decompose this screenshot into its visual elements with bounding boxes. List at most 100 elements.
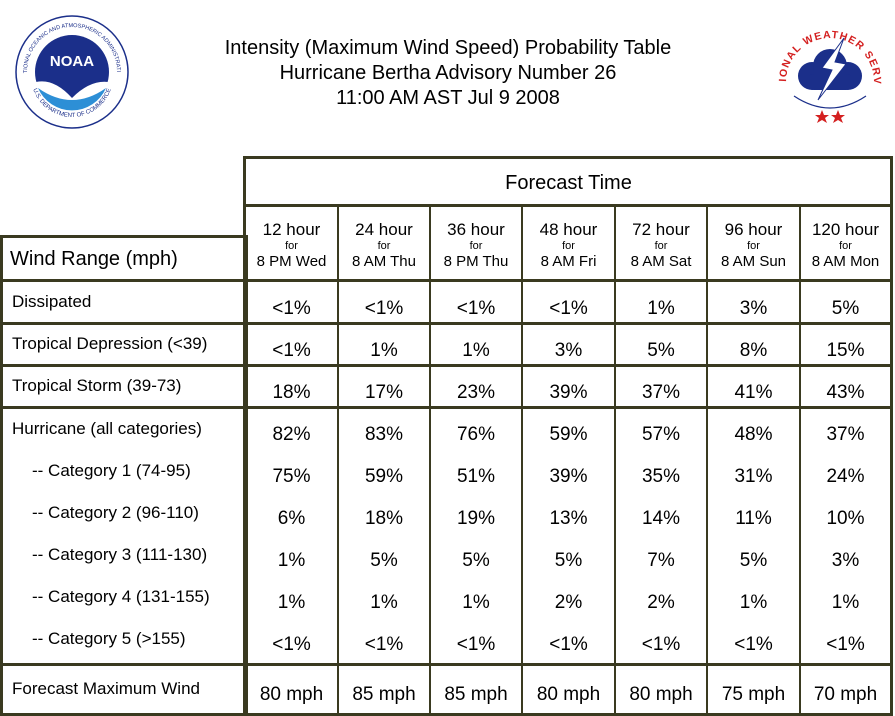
table-cell: 18% xyxy=(272,382,311,403)
table-cell: <1% xyxy=(364,298,404,319)
column-for: for xyxy=(562,240,575,252)
table-cell: 15% xyxy=(826,340,865,361)
column-divider xyxy=(614,206,616,280)
data-column-divider xyxy=(706,280,708,716)
table-cell: 5% xyxy=(462,550,490,571)
table-cell: 51% xyxy=(456,466,496,487)
row-label: -- Category 3 (111-130) xyxy=(32,545,208,564)
data-column-divider xyxy=(799,280,801,716)
column-hour: 24 hour xyxy=(355,220,413,239)
column-time: 8 PM Wed xyxy=(256,253,327,270)
table-cell: 5% xyxy=(554,550,583,571)
table-cell: 59% xyxy=(549,424,588,445)
table-cell: <1% xyxy=(549,634,588,655)
column-divider xyxy=(521,206,523,280)
row-label: -- Category 1 (74-95) xyxy=(32,461,191,480)
table-cell: 82% xyxy=(272,424,311,445)
column-hour: 120 hour xyxy=(811,220,880,239)
forecast-time-box xyxy=(243,156,893,716)
table-cell: 3% xyxy=(739,298,768,319)
table-cell: 1% xyxy=(831,592,860,613)
table-cell: <1% xyxy=(456,634,496,655)
table-cell: 2% xyxy=(647,592,675,613)
noaa-logo-text: NOAA xyxy=(50,53,94,70)
row-label: Hurricane (all categories) xyxy=(12,419,202,438)
table-cell: 13% xyxy=(549,508,588,529)
star-icons xyxy=(815,110,845,123)
wind-range-label: Wind Range (mph) xyxy=(10,248,178,270)
table-cell: 18% xyxy=(364,508,404,529)
data-column-divider xyxy=(521,280,523,716)
column-for: for xyxy=(839,240,852,252)
row-label: Tropical Storm (39-73) xyxy=(12,376,182,395)
table-cell: 17% xyxy=(364,382,404,403)
title-line-3: 11:00 AM AST Jul 9 2008 xyxy=(336,87,560,109)
table-cell: <1% xyxy=(272,340,311,361)
table-cell: 1% xyxy=(462,592,490,613)
table-cell: 85 mph xyxy=(352,684,416,705)
column-header: 48 hour for 8 AM Fri xyxy=(522,220,615,270)
column-for: for xyxy=(377,240,391,252)
column-hour: 36 hour xyxy=(447,220,505,239)
data-column-divider xyxy=(614,280,616,716)
table-cell: 14% xyxy=(641,508,681,529)
column-divider xyxy=(799,206,801,280)
table-cell: 5% xyxy=(831,298,860,319)
group-divider-1 xyxy=(0,322,893,325)
table-cell: 3% xyxy=(831,550,860,571)
data-column-divider xyxy=(429,280,431,716)
nws-logo: NATIONAL WEATHER SERVICE xyxy=(772,10,888,130)
forecast-time-title: Forecast Time xyxy=(505,172,632,194)
column-hour: 72 hour xyxy=(632,220,690,239)
column-hour: 12 hour xyxy=(262,220,321,239)
table-cell: 5% xyxy=(739,550,768,571)
table-cell: 1% xyxy=(370,592,398,613)
row-label: Forecast Maximum Wind xyxy=(12,679,200,698)
table-cell: 19% xyxy=(456,508,496,529)
column-time: 8 AM Sun xyxy=(720,253,787,270)
row-label: Tropical Depression (<39) xyxy=(12,334,208,353)
column-header: 72 hour for 8 AM Sat xyxy=(615,220,707,270)
table-cell: 48% xyxy=(734,424,773,445)
table-cell: 70 mph xyxy=(813,684,878,705)
column-header: 96 hour for 8 AM Sun xyxy=(707,220,800,270)
table-cell: 1% xyxy=(370,340,398,361)
page-title: Intensity (Maximum Wind Speed) Probabili… xyxy=(150,36,746,111)
row-label: -- Category 4 (131-155) xyxy=(32,587,210,606)
table-cell: 5% xyxy=(370,550,398,571)
table-cell: <1% xyxy=(364,634,404,655)
wind-range-column-box xyxy=(0,235,248,716)
table-cell: 6% xyxy=(277,508,306,529)
lightning-icon xyxy=(817,37,847,101)
column-time: 8 AM Thu xyxy=(352,253,416,270)
table-cell: 80 mph xyxy=(629,684,693,705)
table-cell: 1% xyxy=(277,592,306,613)
column-time: 8 AM Mon xyxy=(811,253,880,270)
table-cell: <1% xyxy=(456,298,496,319)
row-label: -- Category 2 (96-110) xyxy=(32,503,199,522)
table-cell: 31% xyxy=(734,466,773,487)
table-cell: 43% xyxy=(826,382,865,403)
column-hour: 48 hour xyxy=(539,220,598,239)
group-divider-4 xyxy=(0,663,893,666)
table-cell: <1% xyxy=(826,634,865,655)
column-for: for xyxy=(747,240,760,252)
table-cell: 41% xyxy=(734,382,773,403)
table-cell: 1% xyxy=(739,592,768,613)
table-cell: 7% xyxy=(647,550,675,571)
table-cell: 57% xyxy=(641,424,681,445)
column-hour: 96 hour xyxy=(724,220,783,239)
table-cell: <1% xyxy=(549,298,588,319)
table-cell: 1% xyxy=(277,550,306,571)
row-label: Dissipated xyxy=(12,292,92,311)
noaa-logo: NOAA NATIONAL OCEANIC AND ATMOSPHERIC AD… xyxy=(14,14,130,130)
table-cell: 80 mph xyxy=(536,684,601,705)
column-time: 8 AM Fri xyxy=(540,253,597,270)
column-header: 120 hour for 8 AM Mon xyxy=(800,220,891,270)
table-cell: 37% xyxy=(826,424,865,445)
table-cell: 59% xyxy=(364,466,404,487)
table-cell: 83% xyxy=(364,424,404,445)
table-cell: 11% xyxy=(735,508,772,529)
group-divider-2 xyxy=(0,364,893,367)
column-time: 8 AM Sat xyxy=(630,253,692,270)
